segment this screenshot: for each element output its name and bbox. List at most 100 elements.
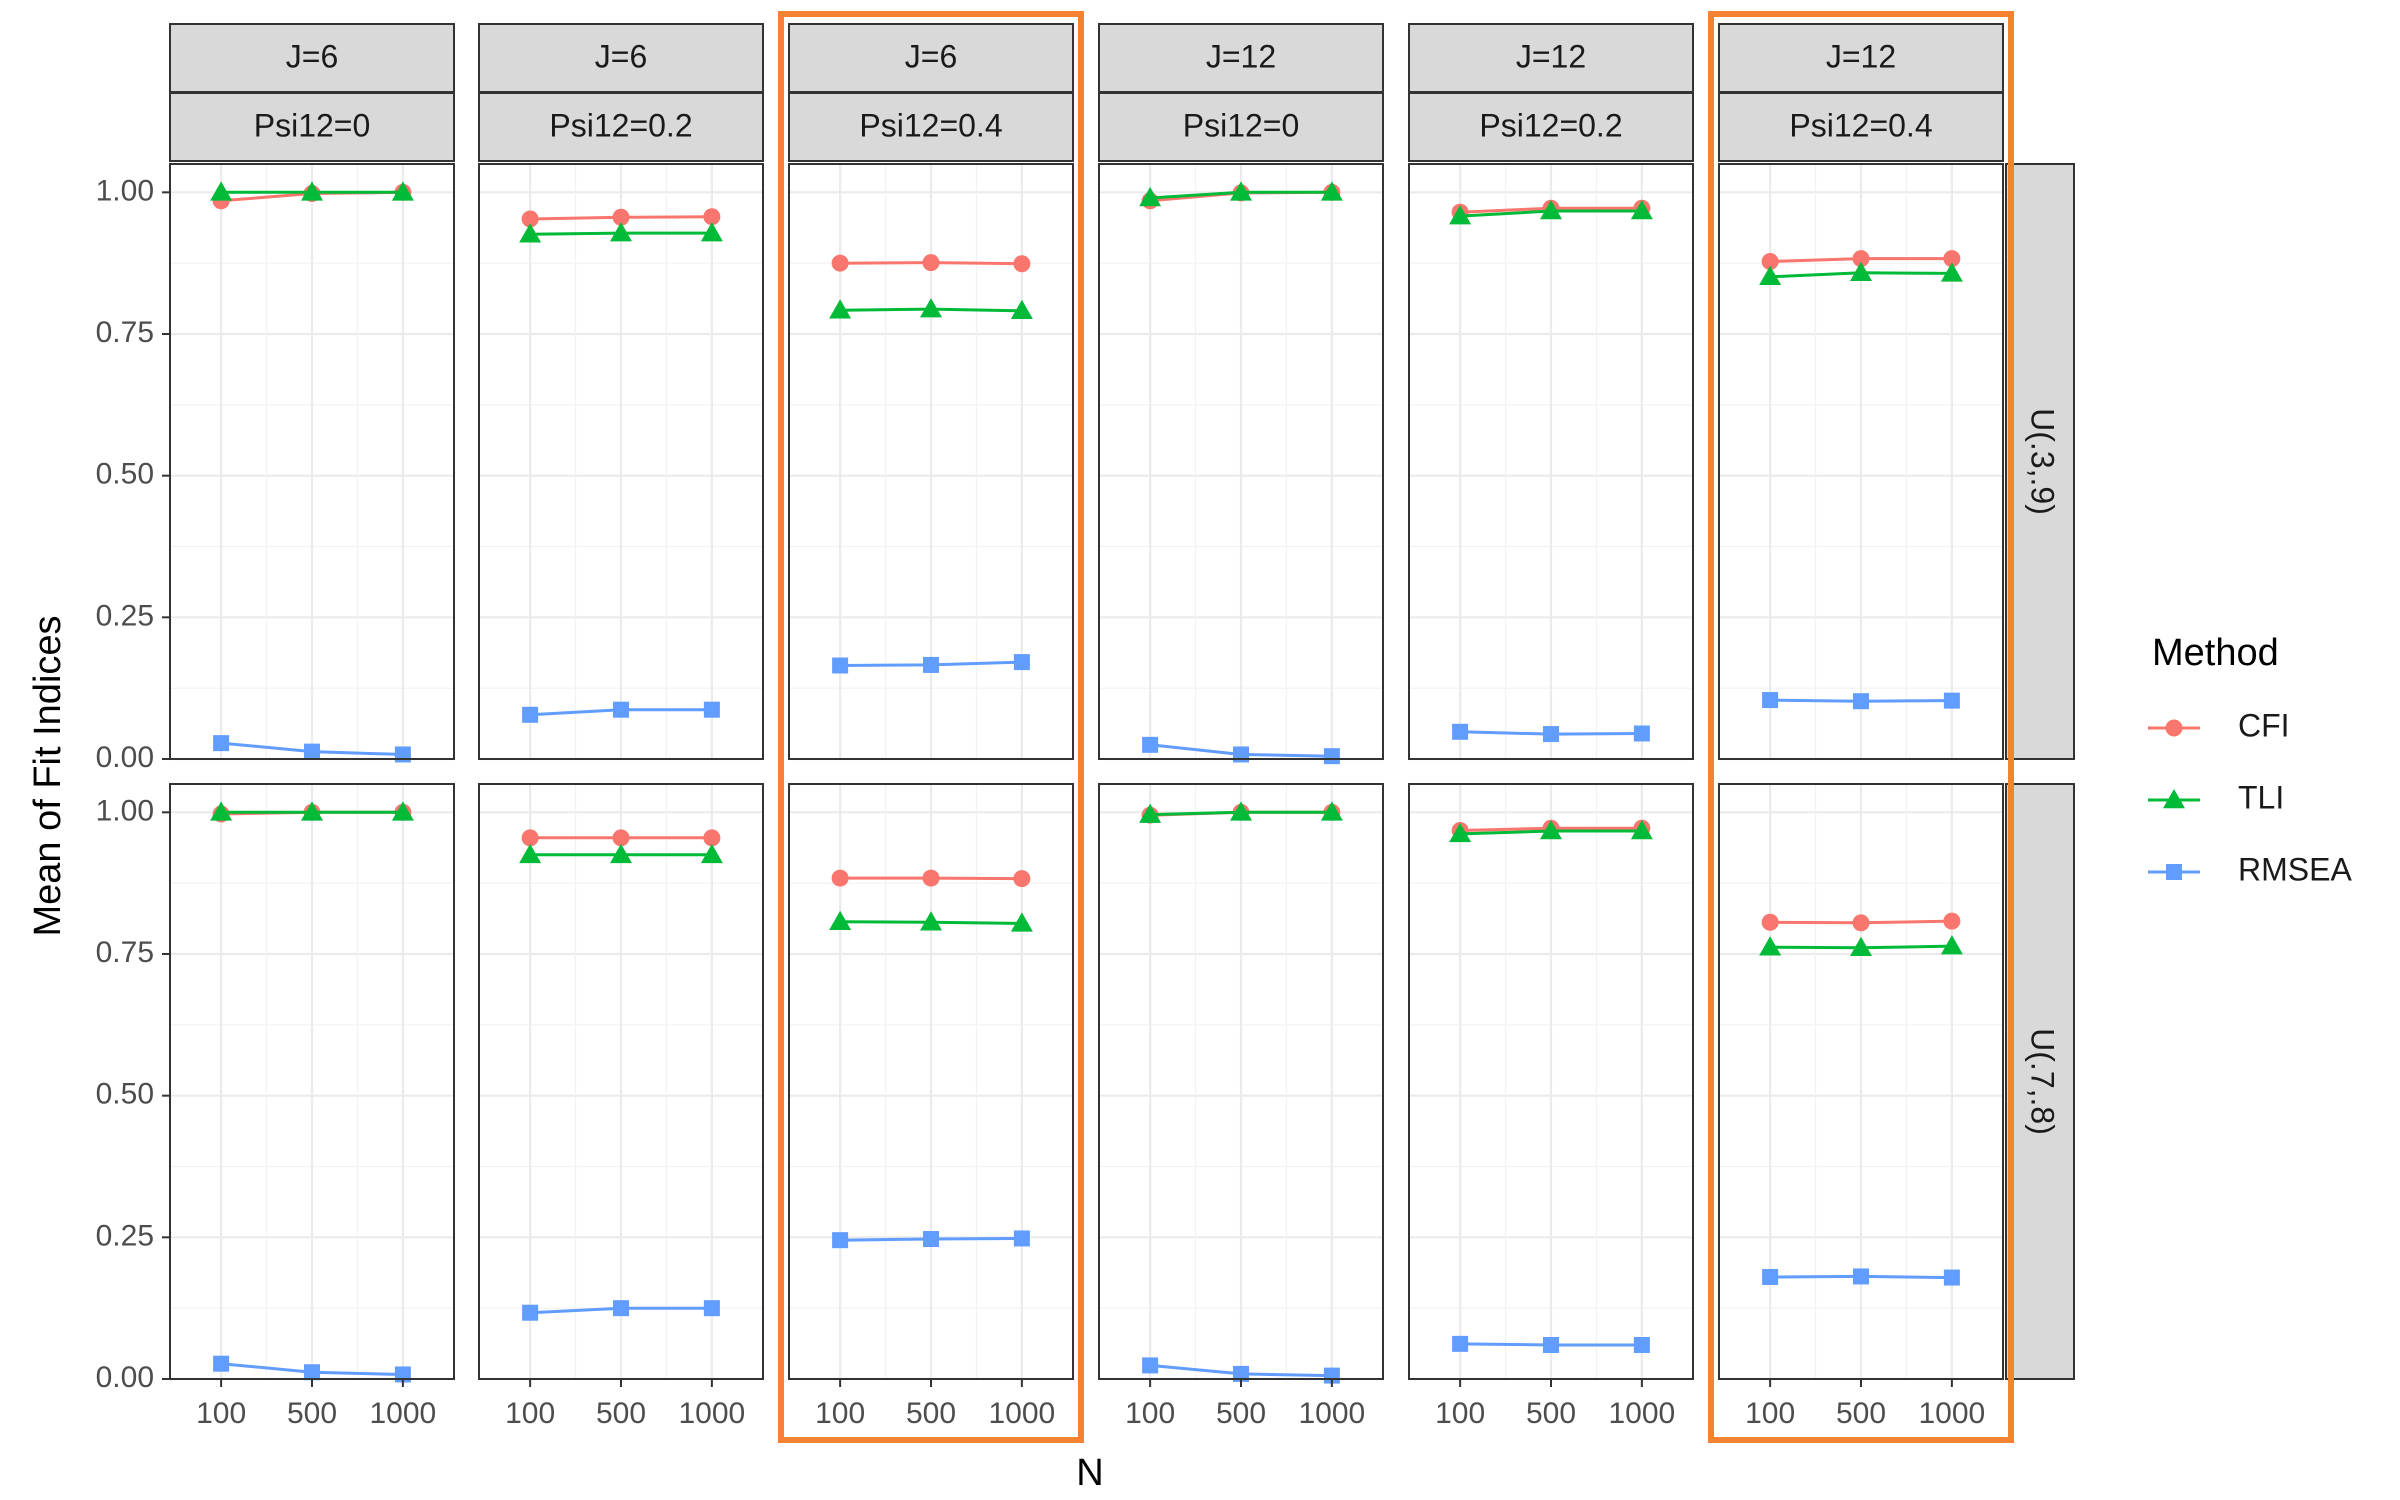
point-tli-n100 — [519, 223, 542, 243]
point-rmsea-n500 — [1543, 726, 1559, 743]
point-cfi-n500 — [612, 208, 630, 226]
highlight-box-col-6 — [1708, 11, 2014, 1443]
point-tli-n500 — [610, 222, 632, 242]
point-tli-n100 — [1759, 265, 1782, 286]
legend-label: CFI — [2238, 707, 2290, 743]
x-tick-label: 500 — [1216, 1397, 1266, 1430]
point-tli-n500 — [1850, 261, 1872, 282]
point-tli-n100 — [210, 801, 233, 821]
point-tli-n100 — [1759, 936, 1782, 956]
point-rmsea-n500 — [304, 1364, 320, 1381]
x-tick-label: 100 — [1745, 1397, 1795, 1430]
point-cfi-n500 — [1852, 250, 1870, 268]
point-rmsea-n100 — [1142, 1357, 1159, 1374]
legend: Method CFI TLI RMSEA — [2148, 632, 2352, 887]
point-tli-n1000 — [1630, 820, 1653, 840]
x-tick-label: 500 — [1526, 1397, 1576, 1430]
y-tick-label: 0.00 — [96, 741, 154, 774]
y-tick-label: 0.25 — [96, 1219, 154, 1252]
point-tli-n1000 — [391, 801, 414, 821]
panel-border — [478, 163, 764, 760]
facet-strip-top-label-1: J=6 — [286, 38, 338, 74]
point-rmsea-n500 — [1853, 1268, 1869, 1285]
y-axis-title: Mean of Fit Indices — [27, 615, 69, 936]
panel-border — [1718, 163, 2004, 760]
point-tli-n500 — [1540, 200, 1562, 220]
panel-border — [1098, 163, 1384, 760]
point-cfi-n1000 — [1013, 255, 1031, 273]
point-tli-n1000 — [1010, 299, 1033, 320]
legend-item-rmsea: RMSEA — [2148, 851, 2352, 887]
facet-strip-bottom-label-6: Psi12=0.4 — [1789, 107, 1932, 143]
facet-strip-row-label-1: U(.3,.9) — [2025, 408, 2061, 515]
point-cfi-n100 — [1761, 913, 1779, 931]
legend-square-icon — [2166, 864, 2182, 880]
x-tick-label: 100 — [815, 1397, 865, 1430]
point-rmsea-n500 — [1853, 693, 1869, 710]
point-cfi-n100 — [831, 869, 849, 887]
point-tli-n1000 — [1940, 935, 1963, 955]
x-tick-label: 100 — [1125, 1397, 1175, 1430]
panel-r1-c5 — [1408, 163, 1694, 761]
panel-r2-c4 — [1098, 783, 1384, 1384]
point-tli-n500 — [610, 843, 632, 864]
point-cfi-n500 — [612, 829, 630, 847]
point-tli-n500 — [1540, 820, 1562, 840]
panel-border — [788, 163, 1074, 760]
x-tick-label: 1000 — [1299, 1397, 1366, 1430]
facet-strip-bottom-3 — [788, 92, 1074, 162]
facet-strip-top-label-2: J=6 — [595, 38, 647, 74]
point-tli-n100 — [210, 181, 233, 201]
legend-item-tli: TLI — [2148, 779, 2284, 815]
facet-strip-top-2 — [478, 23, 764, 93]
panel-r1-c6 — [1718, 163, 2004, 761]
facet-strip-top-label-4: J=12 — [1206, 38, 1276, 74]
panel-border — [169, 163, 455, 760]
point-cfi-n500 — [922, 869, 940, 887]
legend-title: Method — [2152, 632, 2279, 674]
facet-strip-bottom-6 — [1718, 92, 2004, 162]
point-tli-n500 — [920, 911, 942, 931]
y-tick-label: 0.25 — [96, 599, 154, 632]
point-rmsea-n1000 — [1633, 725, 1650, 742]
point-tli-n100 — [1139, 187, 1162, 207]
x-axis-title: N — [1076, 1452, 1103, 1494]
point-rmsea-n500 — [613, 701, 629, 718]
point-rmsea-n100 — [1452, 1335, 1469, 1352]
panel-r2-c2 — [478, 783, 764, 1381]
panel-r2-c3 — [788, 783, 1074, 1381]
point-rmsea-n1000 — [703, 1300, 720, 1317]
point-rmsea-n500 — [304, 743, 320, 760]
point-rmsea-n100 — [1762, 1269, 1779, 1285]
point-rmsea-n500 — [1233, 746, 1249, 763]
panel-r2-c1 — [169, 783, 455, 1383]
facet-strip-row-1 — [2005, 163, 2075, 760]
x-tick-label: 1000 — [989, 1397, 1056, 1430]
point-tli-n1000 — [391, 181, 414, 201]
point-rmsea-n100 — [832, 657, 849, 674]
point-cfi-n100 — [521, 829, 539, 847]
y-tick-label: 0.00 — [96, 1361, 154, 1394]
point-tli-n1000 — [1940, 262, 1963, 282]
point-tli-n500 — [920, 298, 942, 318]
facet-strip-bottom-5 — [1408, 92, 1694, 162]
panel-r2-c5 — [1408, 783, 1694, 1381]
point-tli-n500 — [1850, 936, 1872, 957]
point-cfi-n100 — [1761, 252, 1779, 270]
y-tick-label: 0.75 — [96, 936, 154, 969]
point-tli-n1000 — [700, 843, 723, 864]
x-tick-label: 500 — [906, 1397, 956, 1430]
point-rmsea-n500 — [1543, 1337, 1559, 1353]
point-rmsea-n100 — [832, 1232, 849, 1249]
y-tick-label: 0.50 — [96, 1078, 154, 1111]
point-rmsea-n1000 — [703, 701, 720, 718]
point-tli-n100 — [1449, 822, 1472, 843]
facet-strip-bottom-label-3: Psi12=0.4 — [859, 107, 1002, 143]
panel-border — [1408, 163, 1694, 760]
panel-r2-c6 — [1718, 783, 2004, 1381]
facet-strip-bottom-label-4: Psi12=0 — [1183, 107, 1300, 143]
point-tli-n500 — [301, 801, 323, 821]
point-tli-n500 — [1230, 181, 1252, 201]
point-rmsea-n1000 — [1943, 1269, 1960, 1286]
point-tli-n1000 — [1630, 200, 1653, 220]
